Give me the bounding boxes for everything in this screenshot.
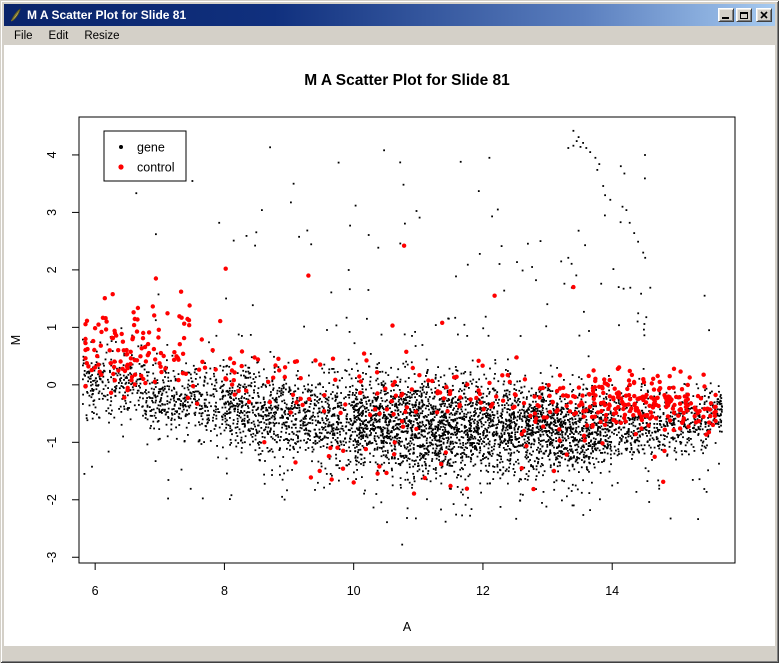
plot-canvas: M A Scatter Plot for Slide 81 6 8 10 12 14 A -3…: [4, 45, 775, 646]
svg-text:1: 1: [45, 324, 59, 331]
points-control: [83, 243, 718, 496]
y-axis-label: M: [9, 335, 23, 345]
close-icon: [760, 11, 768, 19]
y-axis: -3 -2 -1 0 1 2 3 4: [45, 151, 79, 563]
menu-edit[interactable]: Edit: [48, 29, 69, 42]
legend: gene control: [103, 130, 187, 182]
menu-resize[interactable]: Resize: [84, 29, 120, 42]
svg-text:10: 10: [347, 584, 361, 598]
svg-text:4: 4: [45, 151, 59, 158]
plot-title: M A Scatter Plot for Slide 81: [304, 72, 510, 89]
maximize-button[interactable]: [736, 8, 752, 22]
ma-scatter-plot: M A Scatter Plot for Slide 816 8 10 12 14A-3…: [9, 72, 736, 634]
title-bar[interactable]: M A Scatter Plot for Slide 81: [4, 4, 775, 26]
close-button[interactable]: [756, 8, 772, 22]
legend-marker-control: [118, 164, 124, 170]
legend-marker-gene: [119, 145, 123, 149]
menu-file[interactable]: File: [14, 29, 33, 42]
points-gene: [82, 129, 723, 546]
legend-label-control: control: [137, 161, 175, 175]
svg-text:14: 14: [605, 584, 619, 598]
menu-bar: File Edit Resize: [4, 26, 775, 45]
svg-text:-3: -3: [45, 552, 59, 563]
svg-text:12: 12: [476, 584, 490, 598]
svg-text:-1: -1: [45, 437, 59, 448]
svg-text:-2: -2: [45, 494, 59, 505]
svg-text:8: 8: [221, 584, 228, 598]
window-title: M A Scatter Plot for Slide 81: [27, 8, 187, 22]
legend-label-gene: gene: [137, 141, 165, 155]
minimize-button[interactable]: [718, 8, 734, 22]
svg-text:3: 3: [45, 209, 59, 216]
plot-box: [78, 116, 736, 564]
maximize-icon: [740, 11, 748, 19]
minimize-icon: [722, 17, 729, 19]
x-axis: 6 8 10 12 14: [92, 563, 619, 598]
window-feather-icon: [10, 8, 21, 22]
svg-text:0: 0: [45, 381, 59, 388]
svg-text:6: 6: [92, 584, 99, 598]
svg-text:2: 2: [45, 266, 59, 273]
x-axis-label: A: [403, 620, 412, 634]
